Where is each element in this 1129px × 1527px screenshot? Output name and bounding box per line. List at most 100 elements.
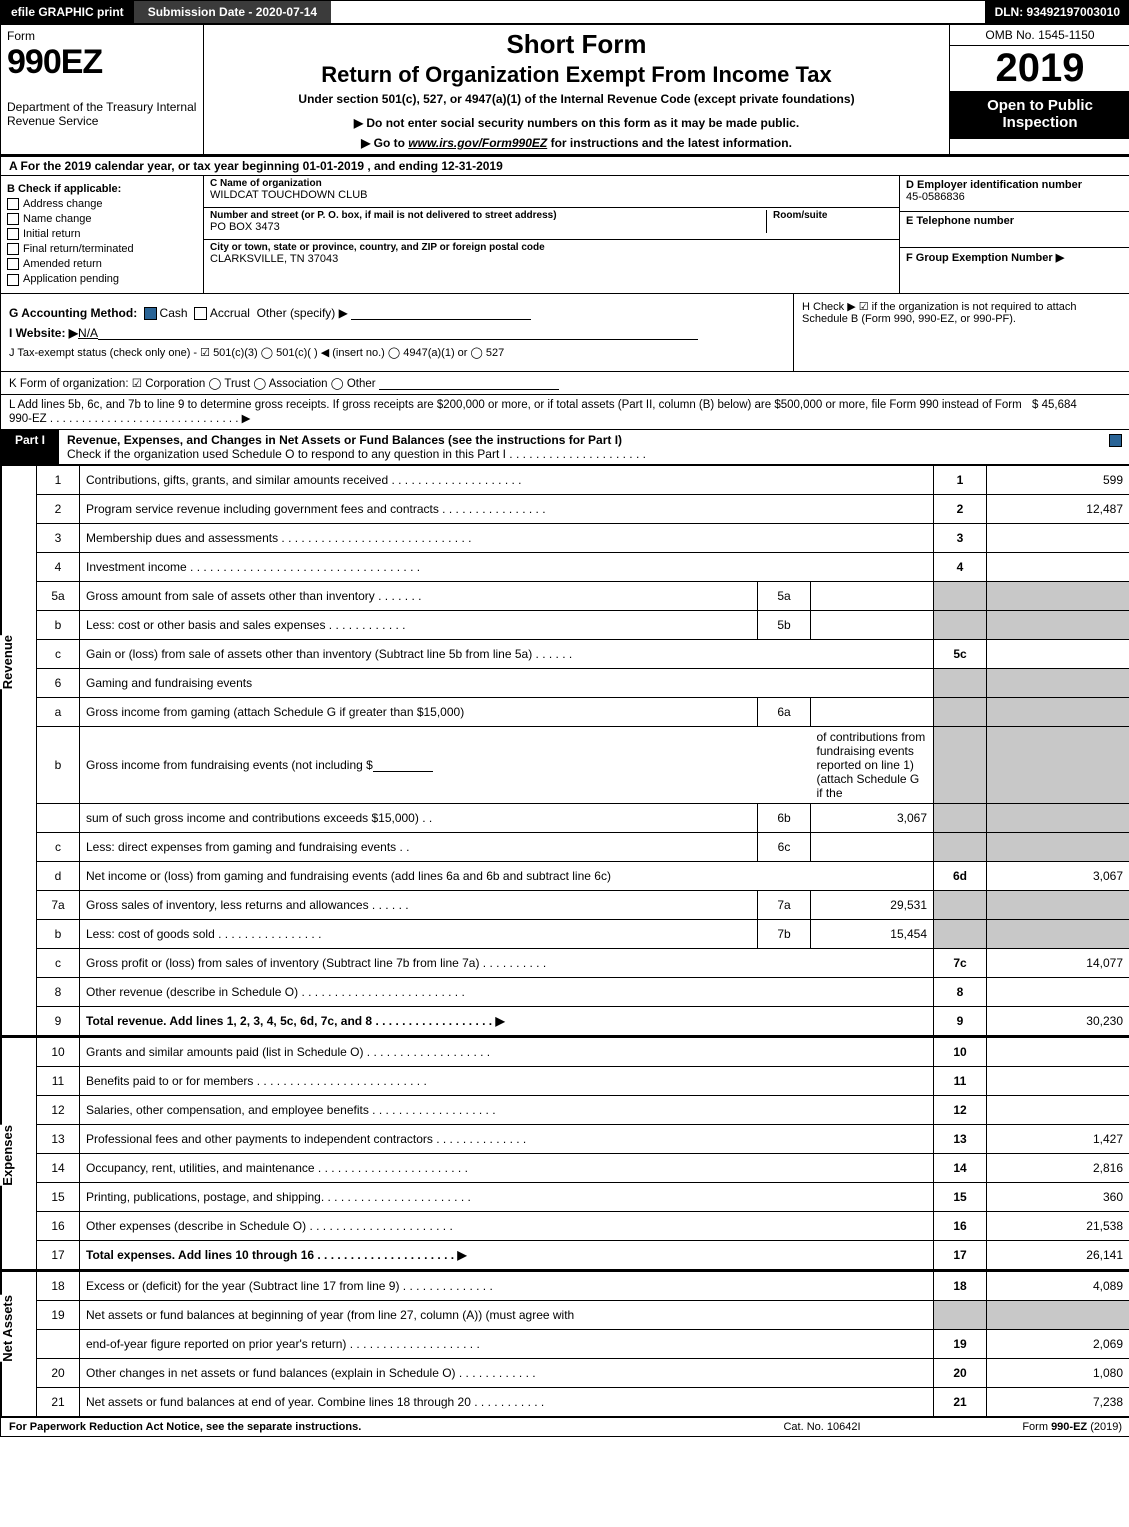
line-3: 3 Membership dues and assessments . . . …	[2, 523, 1129, 552]
subtitle: Under section 501(c), 527, or 4947(a)(1)…	[214, 92, 939, 106]
efile-print-label: efile GRAPHIC print	[1, 1, 134, 23]
c-name-cell: C Name of organization WILDCAT TOUCHDOWN…	[204, 176, 899, 208]
f-group-cell: F Group Exemption Number ▶	[900, 248, 1129, 272]
open-to-public: Open to Public Inspection	[950, 91, 1129, 139]
e-phone-cell: E Telephone number	[900, 212, 1129, 248]
line-19b: end-of-year figure reported on prior yea…	[2, 1329, 1129, 1358]
checkbox-icon[interactable]	[7, 213, 19, 225]
ein-value: 45-0586836	[906, 191, 1124, 203]
link-pre: ▶ Go to	[361, 136, 408, 150]
revenue-vlabel: Revenue	[0, 635, 16, 689]
instructions-link-line: ▶ Go to www.irs.gov/Form990EZ for instru…	[214, 136, 939, 150]
c-room-label: Room/suite	[773, 210, 893, 221]
line-16: 16Other expenses (describe in Schedule O…	[2, 1211, 1129, 1240]
line-6a: a Gross income from gaming (attach Sched…	[2, 697, 1129, 726]
b-opt-initial: Initial return	[7, 228, 197, 240]
line-14: 14Occupancy, rent, utilities, and mainte…	[2, 1153, 1129, 1182]
line-7c: c Gross profit or (loss) from sales of i…	[2, 948, 1129, 977]
line-6: 6 Gaming and fundraising events	[2, 668, 1129, 697]
link-post: for instructions and the latest informat…	[547, 136, 792, 150]
b-opt-address: Address change	[7, 198, 197, 210]
line-20: 20Other changes in net assets or fund ba…	[2, 1358, 1129, 1387]
part1-table-wrap: Revenue Expenses Net Assets 1 Contributi…	[1, 465, 1129, 1417]
top-bar: efile GRAPHIC print Submission Date - 20…	[1, 1, 1129, 23]
row-a-tax-year: A For the 2019 calendar year, or tax yea…	[1, 157, 1129, 176]
part1-checkbox-icon[interactable]	[1109, 434, 1122, 447]
part1-tag: Part I	[1, 430, 59, 464]
other-org-line[interactable]	[379, 377, 559, 390]
b-opt-amended: Amended return	[7, 258, 197, 270]
line-15: 15Printing, publications, postage, and s…	[2, 1182, 1129, 1211]
header-right: OMB No. 1545-1150 2019 Open to Public In…	[949, 25, 1129, 154]
form-word: Form	[7, 29, 197, 43]
checkbox-icon[interactable]	[7, 198, 19, 210]
line-10: 10 Grants and similar amounts paid (list…	[2, 1036, 1129, 1066]
tax-year: 2019	[950, 46, 1129, 91]
line-2: 2 Program service revenue including gove…	[2, 494, 1129, 523]
row-i: I Website: ▶N/A	[9, 326, 785, 340]
row-l: L Add lines 5b, 6c, and 7b to line 9 to …	[1, 395, 1129, 430]
form-header: Form 990EZ Department of the Treasury In…	[1, 23, 1129, 157]
part1-header: Part I Revenue, Expenses, and Changes in…	[1, 430, 1129, 465]
b-opt-final: Final return/terminated	[7, 243, 197, 255]
submission-date-label: Submission Date - 2020-07-14	[134, 1, 331, 23]
row-k: K Form of organization: ☑ Corporation ◯ …	[1, 372, 1129, 395]
line-5a: 5a Gross amount from sale of assets othe…	[2, 581, 1129, 610]
line-12: 12Salaries, other compensation, and empl…	[2, 1095, 1129, 1124]
line-13: 13Professional fees and other payments t…	[2, 1124, 1129, 1153]
line-8: 8 Other revenue (describe in Schedule O)…	[2, 977, 1129, 1006]
row-ghij: G Accounting Method: Cash Accrual Other …	[1, 294, 1129, 372]
checkbox-accrual-icon[interactable]	[194, 307, 207, 320]
6b-contrib-blank	[373, 759, 433, 772]
main-title: Return of Organization Exempt From Incom…	[214, 62, 939, 88]
row-l-amount: $ 45,684	[1032, 399, 1122, 425]
org-name: WILDCAT TOUCHDOWN CLUB	[210, 189, 893, 201]
checkbox-icon[interactable]	[7, 258, 19, 270]
f-label: F Group Exemption Number ▶	[906, 251, 1124, 264]
line-11: 11Benefits paid to or for members . . . …	[2, 1066, 1129, 1095]
section-def: D Employer identification number 45-0586…	[899, 176, 1129, 293]
line-6d: d Net income or (loss) from gaming and f…	[2, 861, 1129, 890]
b-opt-name: Name change	[7, 213, 197, 225]
c-street-label: Number and street (or P. O. box, if mail…	[210, 210, 766, 221]
expenses-vlabel: Expenses	[0, 1125, 16, 1186]
header-left: Form 990EZ Department of the Treasury In…	[1, 25, 204, 154]
line-18: 18Excess or (deficit) for the year (Subt…	[2, 1270, 1129, 1300]
row-j: J Tax-exempt status (check only one) - ☑…	[9, 346, 785, 359]
row-l-text: L Add lines 5b, 6c, and 7b to line 9 to …	[9, 399, 1032, 425]
footer-right: Form 990-EZ (2019)	[922, 1421, 1122, 1433]
dln-label: DLN: 93492197003010	[985, 1, 1129, 23]
line-6c: c Less: direct expenses from gaming and …	[2, 832, 1129, 861]
row-h: H Check ▶ ☑ if the organization is not r…	[793, 294, 1129, 371]
topbar-spacer	[331, 1, 984, 23]
header-mid: Short Form Return of Organization Exempt…	[204, 25, 949, 154]
org-city: CLARKSVILLE, TN 37043	[210, 253, 893, 265]
org-street: PO BOX 3473	[210, 221, 766, 233]
irs-link[interactable]: www.irs.gov/Form990EZ	[408, 136, 547, 150]
c-city-cell: City or town, state or province, country…	[204, 240, 899, 271]
checkbox-cash-icon[interactable]	[144, 307, 157, 320]
other-specify-line[interactable]	[351, 307, 531, 320]
website-line	[98, 327, 698, 340]
omb-number: OMB No. 1545-1150	[950, 25, 1129, 46]
line-6b-1: b Gross income from fundraising events (…	[2, 726, 1129, 803]
line-19a: 19Net assets or fund balances at beginni…	[2, 1300, 1129, 1329]
form-number: 990EZ	[7, 43, 197, 82]
info-grid: B Check if applicable: Address change Na…	[1, 176, 1129, 294]
c-name-label: C Name of organization	[210, 178, 893, 189]
line-1: 1 Contributions, gifts, grants, and simi…	[2, 465, 1129, 494]
e-label: E Telephone number	[906, 215, 1124, 227]
line-6b-2: sum of such gross income and contributio…	[2, 803, 1129, 832]
line-5b: b Less: cost or other basis and sales ex…	[2, 610, 1129, 639]
checkbox-icon[interactable]	[7, 228, 19, 240]
checkbox-icon[interactable]	[7, 274, 19, 286]
line-7a: 7a Gross sales of inventory, less return…	[2, 890, 1129, 919]
checkbox-icon[interactable]	[7, 243, 19, 255]
line-5c: c Gain or (loss) from sale of assets oth…	[2, 639, 1129, 668]
d-label: D Employer identification number	[906, 179, 1124, 191]
section-c: C Name of organization WILDCAT TOUCHDOWN…	[204, 176, 899, 293]
b-opt-pending: Application pending	[7, 273, 197, 285]
c-street-cell: Number and street (or P. O. box, if mail…	[204, 208, 899, 240]
line-9: 9 Total revenue. Add lines 1, 2, 3, 4, 5…	[2, 1006, 1129, 1036]
netassets-vlabel: Net Assets	[0, 1295, 16, 1362]
